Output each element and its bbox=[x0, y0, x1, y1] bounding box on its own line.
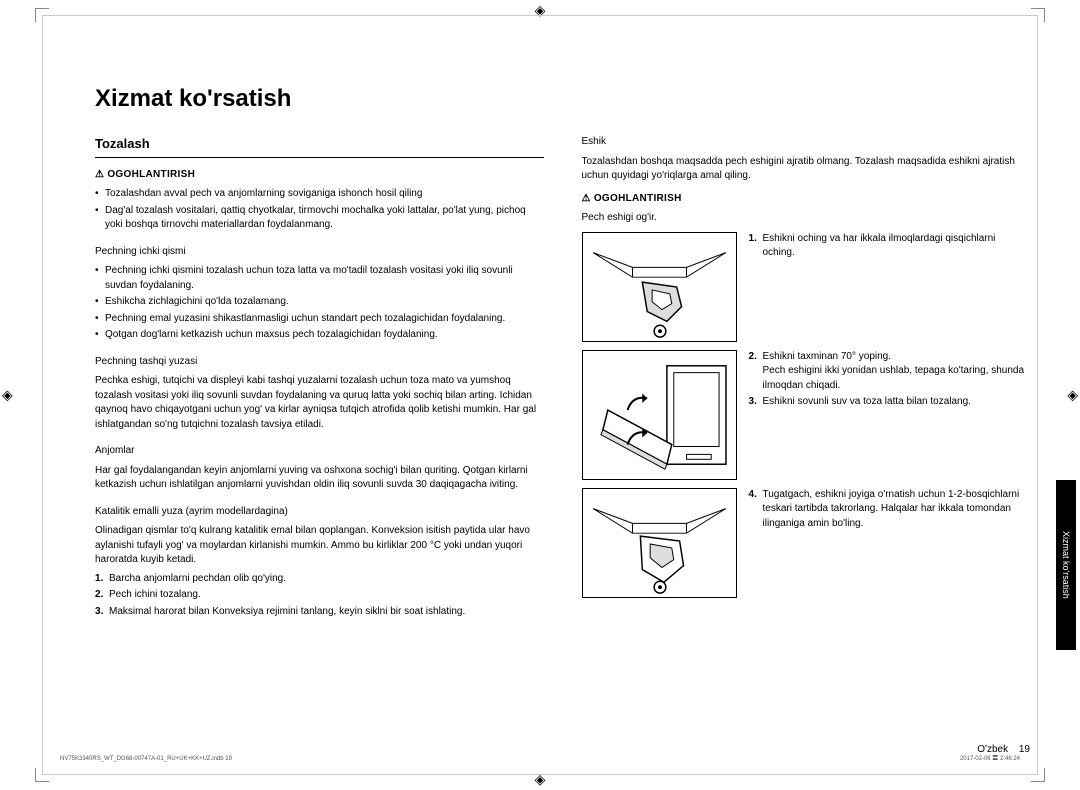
num-item: Maksimal harorat bilan Konveksiya rejimi… bbox=[95, 605, 544, 620]
bullet: Qotgan dog'larni ketkazish uchun maxsus … bbox=[95, 328, 544, 343]
subhead: Anjomlar bbox=[95, 444, 544, 459]
step: Tugatgach, eshikni joyiga o'rnatish uchu… bbox=[749, 488, 1031, 532]
diagram-door-lift bbox=[582, 350, 737, 480]
paragraph: Tozalashdan boshqa maqsadda pech eshigin… bbox=[582, 155, 1031, 184]
diagram-hinge-open bbox=[582, 232, 737, 342]
warning-label: OGOHLANTIRISH bbox=[95, 168, 544, 183]
footer-page: 19 bbox=[1019, 744, 1030, 755]
left-column: Tozalash OGOHLANTIRISH Tozalashdan avval… bbox=[95, 135, 544, 621]
step: Eshikni oching va har ikkala ilmoqlardag… bbox=[749, 232, 1031, 261]
subhead: Pechning tashqi yuzasi bbox=[95, 355, 544, 370]
meta-filename: NV75K3340RS_WT_DG68-00747A-01_RU+UK+KK+U… bbox=[60, 756, 232, 762]
bullet: Dag'al tozalash vositalari, qattiq chyot… bbox=[95, 204, 544, 233]
paragraph: Olinadigan qismlar to'q kulrang kataliti… bbox=[95, 524, 544, 568]
subhead: Eshik bbox=[582, 135, 1031, 150]
section-head: Tozalash bbox=[95, 135, 544, 158]
side-tab: Xizmat ko'rsatish bbox=[1056, 480, 1076, 650]
bullet: Pechning emal yuzasini shikastlanmasligi… bbox=[95, 312, 544, 327]
num-item: Pech ichini tozalang. bbox=[95, 588, 544, 603]
paragraph: Har gal foydalangandan keyin anjomlarni … bbox=[95, 464, 544, 493]
step: Eshikni taxminan 70° yoping.Pech eshigin… bbox=[749, 350, 1031, 394]
warning-label: OGOHLANTIRISH bbox=[582, 192, 1031, 207]
meta-timestamp: 2017-02-06 〓 2:46:24 bbox=[960, 753, 1020, 762]
reg-mark: ◈ bbox=[1067, 387, 1078, 404]
bullet: Eshikcha zichlagichini qo'lda tozalamang… bbox=[95, 295, 544, 310]
right-column: Eshik Tozalashdan boshqa maqsadda pech e… bbox=[582, 135, 1031, 621]
paragraph: Pech eshigi og'ir. bbox=[582, 211, 1031, 226]
bullet: Pechning ichki qismini tozalash uchun to… bbox=[95, 264, 544, 293]
paragraph: Pechka eshigi, tutqichi va displeyi kabi… bbox=[95, 374, 544, 432]
main-title: Xizmat ko'rsatish bbox=[95, 85, 1030, 113]
num-item: Barcha anjomlarni pechdan olib qo'ying. bbox=[95, 572, 544, 587]
subhead: Katalitik emalli yuza (ayrim modellardag… bbox=[95, 505, 544, 520]
step: Eshikni sovunli suv va toza latta bilan … bbox=[749, 395, 1031, 410]
diagram-hinge-close bbox=[582, 488, 737, 598]
reg-mark: ◈ bbox=[2, 387, 13, 404]
subhead: Pechning ichki qismi bbox=[95, 245, 544, 260]
bullet: Tozalashdan avval pech va anjomlarning s… bbox=[95, 187, 544, 202]
